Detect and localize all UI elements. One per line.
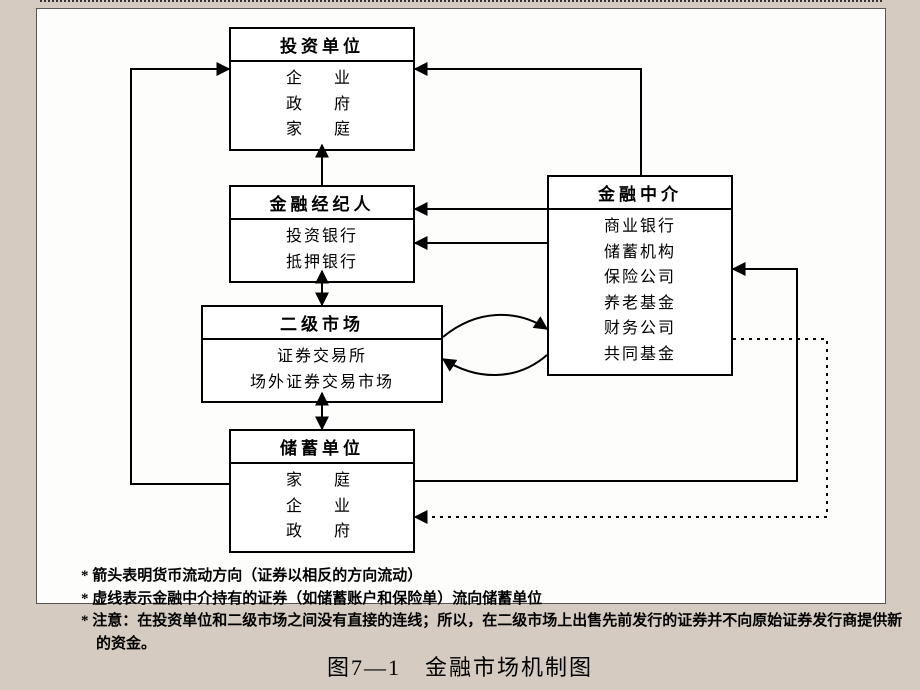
node-item: 储蓄机构	[549, 240, 731, 266]
node-body: 投资银行抵押银行	[231, 220, 413, 281]
node-item: 养老基金	[549, 291, 731, 317]
node-title: 金融中介	[549, 177, 731, 210]
node-body: 商业银行储蓄机构保险公司养老基金财务公司共同基金	[549, 210, 731, 374]
node-item: 场外证券交易市场	[203, 370, 441, 396]
node-intermediary: 金融中介 商业银行储蓄机构保险公司养老基金财务公司共同基金	[547, 175, 733, 376]
node-item: 财务公司	[549, 316, 731, 342]
footnote-line: * 注意：在投资单位和二级市场之间没有直接的连线；所以，在二级市场上出售先前发行…	[81, 610, 913, 655]
node-item: 证券交易所	[203, 344, 441, 370]
connectors-layer	[37, 9, 885, 603]
node-savings-unit: 储蓄单位 家 庭企 业政 府	[229, 429, 415, 553]
node-item: 政 府	[231, 92, 413, 118]
node-investment-unit: 投资单位 企 业政 府家 庭	[229, 27, 415, 151]
diagram-frame: 投资单位 企 业政 府家 庭 金融经纪人 投资银行抵押银行 二级市场 证券交易所…	[36, 8, 886, 604]
footnote-line: * 虚线表示金融中介持有的证券（如储蓄账户和保险单）流向储蓄单位	[81, 588, 913, 611]
node-title: 金融经纪人	[231, 187, 413, 220]
node-item: 企 业	[231, 494, 413, 520]
node-title: 二级市场	[203, 307, 441, 340]
node-secondary-market: 二级市场 证券交易所场外证券交易市场	[201, 305, 443, 403]
node-item: 企 业	[231, 66, 413, 92]
node-body: 家 庭企 业政 府	[231, 464, 413, 551]
node-item: 家 庭	[231, 468, 413, 494]
node-body: 企 业政 府家 庭	[231, 62, 413, 149]
decorative-top-border	[40, 0, 882, 6]
node-item: 家 庭	[231, 117, 413, 143]
footnotes: * 箭头表明货币流动方向（证券以相反的方向流动）* 虚线表示金融中介持有的证券（…	[81, 565, 913, 655]
node-broker: 金融经纪人 投资银行抵押银行	[229, 185, 415, 283]
node-item: 商业银行	[549, 214, 731, 240]
node-title: 投资单位	[231, 29, 413, 62]
node-item: 政 府	[231, 519, 413, 545]
footnote-line: * 箭头表明货币流动方向（证券以相反的方向流动）	[81, 565, 913, 588]
node-title: 储蓄单位	[231, 431, 413, 464]
node-item: 抵押银行	[231, 250, 413, 276]
node-item: 保险公司	[549, 265, 731, 291]
figure-caption: 图7—1 金融市场机制图	[0, 650, 920, 682]
node-item: 投资银行	[231, 224, 413, 250]
node-body: 证券交易所场外证券交易市场	[203, 340, 441, 401]
node-item: 共同基金	[549, 342, 731, 368]
